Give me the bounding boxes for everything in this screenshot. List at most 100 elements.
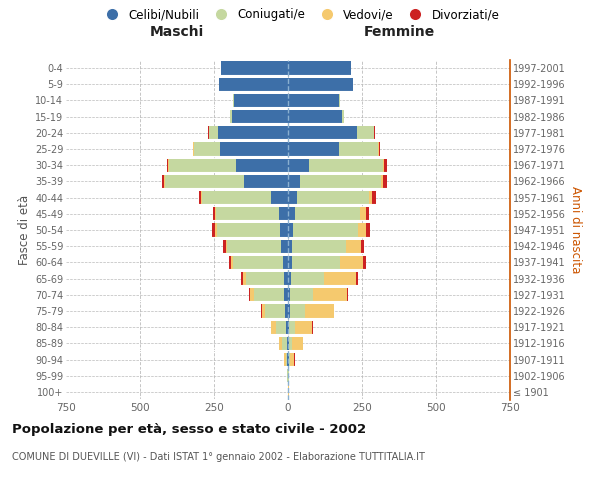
Bar — [232, 110, 288, 124]
Bar — [292, 336, 302, 350]
Bar — [340, 256, 362, 269]
Bar — [202, 191, 271, 204]
Bar — [284, 353, 286, 366]
Bar — [220, 78, 288, 91]
Bar — [339, 94, 340, 107]
Bar — [245, 272, 284, 285]
Bar — [284, 288, 288, 302]
Bar — [233, 256, 283, 269]
Bar — [286, 320, 288, 334]
Bar — [244, 175, 288, 188]
Bar — [199, 191, 201, 204]
Bar — [234, 94, 288, 107]
Bar — [288, 240, 292, 253]
Bar — [372, 191, 376, 204]
Bar — [295, 207, 360, 220]
Bar — [368, 191, 372, 204]
Bar — [280, 224, 288, 236]
Bar — [169, 158, 236, 172]
Text: Popolazione per età, sesso e stato civile - 2002: Popolazione per età, sesso e stato civil… — [12, 422, 366, 436]
Bar — [212, 207, 215, 220]
Bar — [379, 142, 380, 156]
Bar — [249, 288, 250, 302]
Bar — [265, 304, 285, 318]
Bar — [194, 142, 220, 156]
Bar — [254, 288, 284, 302]
Bar — [288, 78, 353, 91]
Bar — [365, 207, 369, 220]
Bar — [284, 272, 288, 285]
Bar — [288, 126, 356, 140]
Bar — [374, 126, 376, 140]
Bar — [220, 142, 288, 156]
Bar — [362, 256, 366, 269]
Bar — [292, 256, 340, 269]
Bar — [288, 272, 291, 285]
Bar — [286, 353, 287, 366]
Bar — [297, 191, 368, 204]
Bar — [167, 158, 168, 172]
Bar — [384, 158, 386, 172]
Bar — [230, 110, 232, 124]
Bar — [288, 175, 301, 188]
Bar — [342, 110, 344, 124]
Bar — [289, 320, 295, 334]
Bar — [233, 94, 234, 107]
Y-axis label: Fasce di età: Fasce di età — [17, 195, 31, 265]
Bar — [280, 336, 283, 350]
Bar — [217, 224, 280, 236]
Bar — [288, 256, 292, 269]
Bar — [292, 240, 346, 253]
Bar — [290, 304, 305, 318]
Bar — [281, 240, 288, 253]
Bar — [288, 207, 295, 220]
Bar — [285, 304, 288, 318]
Bar — [288, 191, 297, 204]
Bar — [361, 240, 364, 253]
Bar — [271, 191, 288, 204]
Bar — [262, 304, 265, 318]
Bar — [288, 62, 351, 74]
Bar — [378, 142, 379, 156]
Bar — [288, 288, 290, 302]
Bar — [221, 62, 288, 74]
Bar — [216, 207, 278, 220]
Bar — [226, 240, 227, 253]
Bar — [290, 353, 294, 366]
Bar — [366, 224, 370, 236]
Bar — [324, 272, 356, 285]
Bar — [347, 288, 348, 302]
Bar — [288, 304, 290, 318]
Bar — [209, 126, 218, 140]
Bar — [289, 336, 292, 350]
Text: COMUNE DI DUEVILLE (VI) - Dati ISTAT 1° gennaio 2002 - Elaborazione TUTTITALIA.I: COMUNE DI DUEVILLE (VI) - Dati ISTAT 1° … — [12, 452, 425, 462]
Bar — [236, 158, 288, 172]
Bar — [165, 175, 244, 188]
Bar — [301, 175, 381, 188]
Legend: Celibi/Nubili, Coniugati/e, Vedovi/e, Divorziati/e: Celibi/Nubili, Coniugati/e, Vedovi/e, Di… — [98, 6, 502, 24]
Bar — [346, 240, 361, 253]
Bar — [356, 126, 374, 140]
Bar — [288, 94, 339, 107]
Bar — [288, 224, 293, 236]
Bar — [295, 320, 312, 334]
Y-axis label: Anni di nascita: Anni di nascita — [569, 186, 583, 274]
Bar — [278, 207, 288, 220]
Bar — [313, 288, 347, 302]
Bar — [383, 158, 384, 172]
Bar — [241, 272, 243, 285]
Bar — [201, 191, 202, 204]
Bar — [162, 175, 164, 188]
Bar — [287, 336, 288, 350]
Bar — [223, 240, 226, 253]
Bar — [288, 320, 289, 334]
Bar — [275, 320, 286, 334]
Bar — [358, 224, 366, 236]
Bar — [356, 272, 358, 285]
Bar — [243, 272, 245, 285]
Bar — [383, 175, 387, 188]
Bar — [310, 158, 383, 172]
Bar — [339, 142, 378, 156]
Text: Femmine: Femmine — [364, 26, 434, 40]
Bar — [288, 336, 289, 350]
